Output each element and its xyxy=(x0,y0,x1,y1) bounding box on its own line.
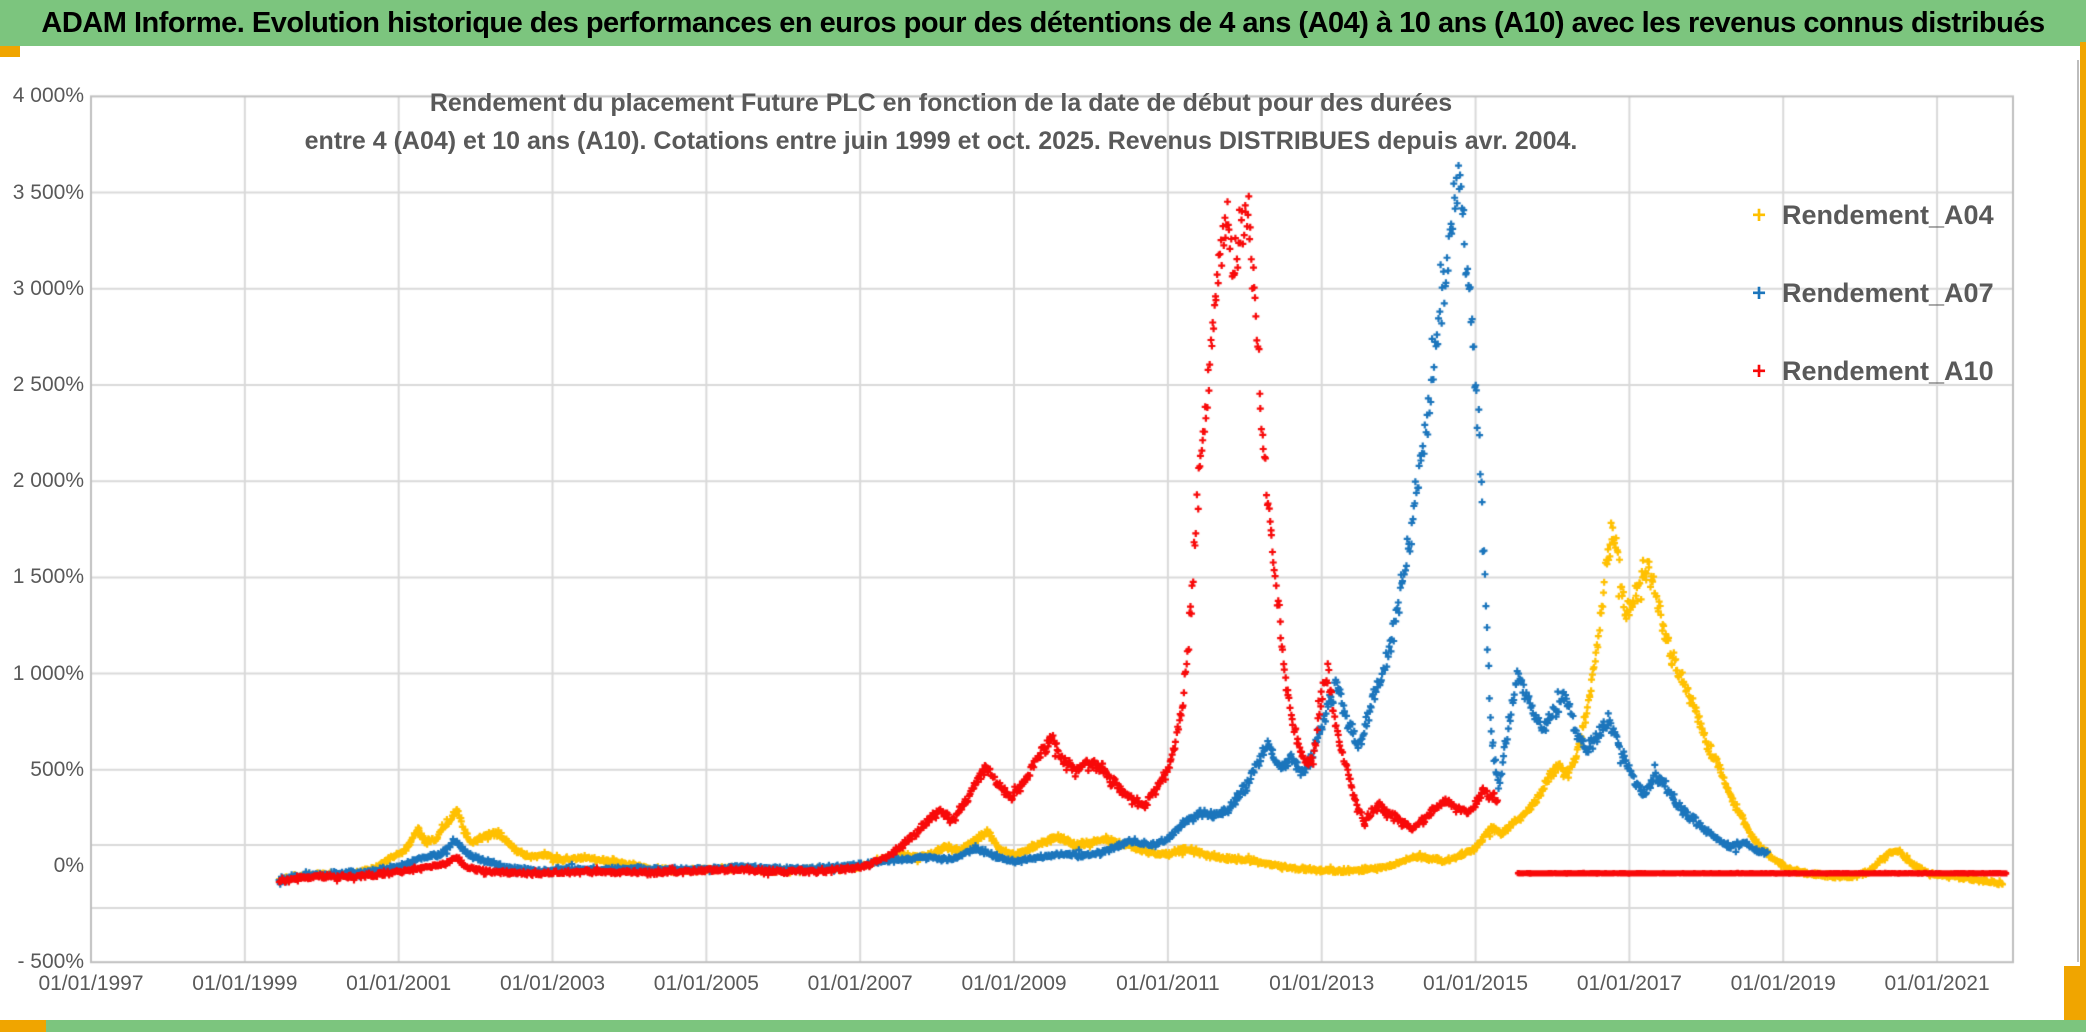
plus-marker-icon: + xyxy=(1752,279,1767,307)
accent-yellow-bottom-left xyxy=(0,1020,46,1032)
legend-label-a07: Rendement_A07 xyxy=(1782,278,1994,308)
y-axis-label: 4 000% xyxy=(12,84,84,108)
chart-title: Rendement du placement Future PLC en fon… xyxy=(91,84,1791,160)
y-axis-label: 0% xyxy=(53,854,84,877)
legend-item-a04[interactable]: + Rendement_A04 xyxy=(1752,200,1994,231)
accent-yellow-bottom-right xyxy=(2064,966,2086,1032)
plus-marker-icon: + xyxy=(1752,201,1767,229)
footer-bar xyxy=(0,1020,2086,1032)
x-axis-label: 01/01/2017 xyxy=(1576,972,1682,995)
plus-marker-icon: + xyxy=(1752,357,1767,385)
x-axis-label: 01/01/2009 xyxy=(961,972,1067,995)
header-banner: ADAM Informe. Evolution historique des p… xyxy=(0,0,2086,46)
x-axis-label: 01/01/2005 xyxy=(653,972,759,995)
chart-title-line1: Rendement du placement Future PLC en fon… xyxy=(429,89,1453,117)
x-axis-label: 01/01/2001 xyxy=(346,972,452,995)
y-axis-label: 2 000% xyxy=(12,469,84,493)
y-axis-label: - 500% xyxy=(17,950,84,974)
x-axis-label: 01/01/2013 xyxy=(1269,972,1375,995)
y-axis-label: 3 500% xyxy=(12,180,84,204)
x-axis-label: 01/01/2007 xyxy=(807,972,913,995)
x-axis-label: 01/01/1999 xyxy=(192,972,298,995)
legend-label-a10: Rendement_A10 xyxy=(1782,356,1994,386)
x-axis-label: 01/01/1997 xyxy=(38,972,144,995)
y-axis-label: 3 000% xyxy=(12,276,84,300)
chart-title-line2: entre 4 (A04) et 10 ans (A10). Cotations… xyxy=(304,127,1578,155)
legend-item-a10[interactable]: + Rendement_A10 xyxy=(1752,356,1994,387)
chart-right-edge-line xyxy=(2077,60,2079,962)
x-axis-label: 01/01/2015 xyxy=(1422,972,1529,995)
legend-item-a07[interactable]: + Rendement_A07 xyxy=(1752,278,1994,309)
x-axis-label: 01/01/2003 xyxy=(499,972,606,995)
y-axis-label: 2 500% xyxy=(12,373,84,396)
accent-yellow-top-left xyxy=(0,46,20,57)
x-axis-label: 01/01/2011 xyxy=(1116,972,1220,995)
legend-label-a04: Rendement_A04 xyxy=(1782,200,1994,230)
legend[interactable]: + Rendement_A04 + Rendement_A07 + Rendem… xyxy=(1752,200,1994,387)
y-axis-label: 1 500% xyxy=(12,565,84,589)
y-axis-label: 1 000% xyxy=(12,661,84,685)
y-axis-label: 500% xyxy=(30,757,84,781)
accent-yellow-right-strip xyxy=(2080,42,2086,1032)
header-title: ADAM Informe. Evolution historique des p… xyxy=(41,6,2045,39)
x-axis-label: 01/01/2021 xyxy=(1884,972,1990,995)
x-axis-label: 01/01/2019 xyxy=(1730,972,1836,995)
